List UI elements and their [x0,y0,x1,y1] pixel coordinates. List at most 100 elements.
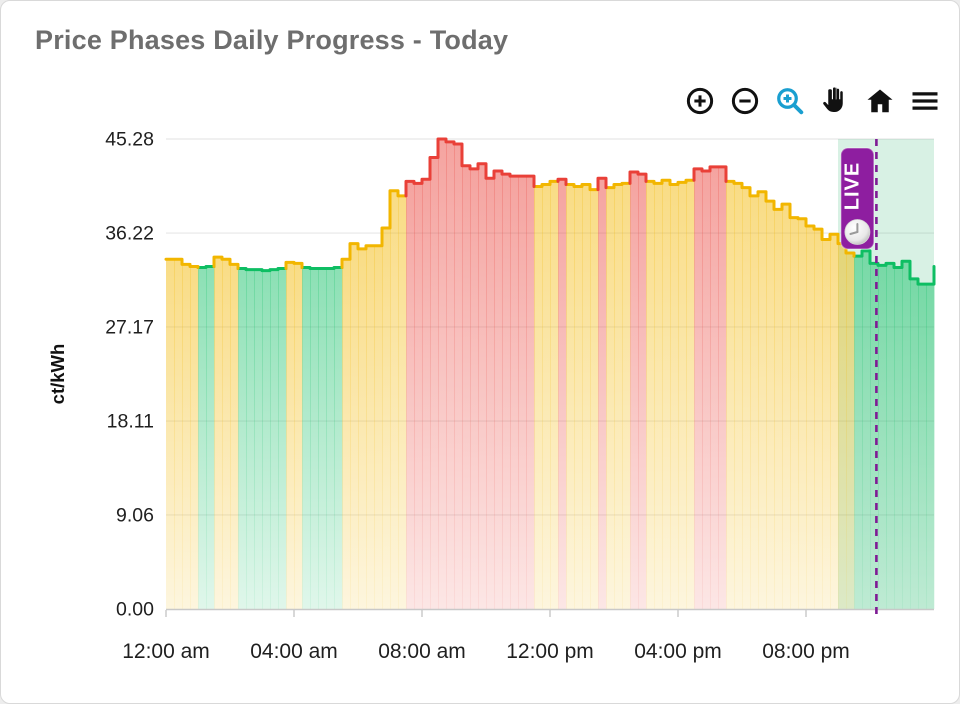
price-area-segment [758,191,767,609]
price-area-segment [534,186,543,610]
price-area-segment [670,184,679,609]
price-area-segment [182,264,191,609]
price-area-segment [598,178,607,609]
clock-icon [844,219,871,245]
price-area-segment [262,270,271,609]
y-axis-title: ct/kWh [47,344,68,405]
price-area-segment [286,262,295,609]
price-area-segment [878,265,887,609]
price-area-segment [862,250,871,609]
price-area-segment [854,256,863,609]
price-area-segment [606,187,615,609]
menu-icon [912,92,938,110]
price-step-line-low-price-green [196,249,936,286]
pan-hand-icon [823,87,843,112]
plot-area[interactable] [166,139,934,609]
price-area-segment [526,176,535,609]
price-area-segment [798,218,807,609]
price-area-segment [910,278,919,609]
price-area-segment [422,179,431,609]
price-area-segment [510,176,519,609]
box-zoom-icon [777,88,804,115]
price-area-segment [486,178,495,609]
price-area-segment [326,268,335,609]
price-area-segment [374,245,383,609]
price-area-segment [790,217,799,609]
price-area-segment [902,261,911,609]
price-area-segment [726,181,735,609]
price-area-segment [454,143,463,609]
price-area-segment [646,181,655,609]
price-area-segment [590,189,599,609]
price-area-segment [278,268,287,609]
price-area-segment [270,269,279,609]
x-tick-label: 12:00 am [122,640,210,663]
price-area-segment [318,268,327,609]
price-area-segment [694,168,703,610]
price-area-segment [926,284,935,609]
price-area-segment [814,229,823,609]
price-area-segment [494,170,503,609]
price-area-segment [710,166,719,609]
y-tick-label: 9.06 [116,504,154,526]
price-area-segment [310,268,319,609]
price-area-segment [870,263,879,609]
price-area-segment [822,239,831,609]
price-area-segment [846,252,855,610]
price-area-segment [542,184,551,609]
price-area-segment [294,263,303,609]
price-area-segment [214,257,223,609]
zoom-out-button[interactable] [729,85,761,117]
home-icon [867,89,893,113]
price-area-segment [566,184,575,609]
y-tick-label: 36.22 [105,223,154,245]
price-area-segment [766,201,775,610]
box-zoom-button[interactable] [774,85,806,117]
chart-title: Price Phases Daily Progress - Today [35,25,509,55]
pan-button[interactable] [819,85,851,117]
price-area-segment [830,234,839,609]
price-area-segment [518,176,527,609]
price-area-segment [334,267,343,609]
price-area-segment [166,259,175,609]
x-tick-label: 08:00 am [378,640,466,663]
price-area-segment [206,266,215,609]
menu-button[interactable] [909,85,941,117]
price-area-segment [774,209,783,610]
y-tick-label: 27.17 [105,316,154,338]
price-area-segment [198,267,207,609]
price-area-segment [438,139,447,609]
price-area-segment [350,243,359,610]
home-button[interactable] [864,85,896,117]
price-area-segment [502,174,511,609]
price-area-segment [190,266,199,609]
price-area-segment [246,269,255,609]
zoom-in-icon [686,87,714,115]
price-area-segment [638,174,647,609]
zoom-in-button[interactable] [684,85,716,117]
price-area-segment [582,184,591,609]
price-area-segment [302,267,311,609]
price-area-segment [358,248,367,609]
price-area-segment [614,184,623,609]
price-area-segment [550,181,559,609]
price-area-segment [174,259,183,609]
price-area-segment [230,264,239,609]
price-area-segment [238,268,247,609]
x-tick-label: 08:00 pm [762,640,850,663]
y-tick-label: 18.11 [107,411,154,433]
price-area-segment [414,183,423,610]
price-area-segment [654,183,663,610]
price-area-segment [894,267,903,609]
price-area-segment [390,190,399,609]
price-area-segment [430,157,439,610]
price-area-segment [678,182,687,609]
live-badge: LIVE [840,147,875,250]
price-area-segment [702,170,711,609]
price-area-segment [838,243,847,610]
y-tick-label: 45.28 [105,129,154,151]
price-area-segment [718,166,727,609]
price-area-segment [462,165,471,609]
